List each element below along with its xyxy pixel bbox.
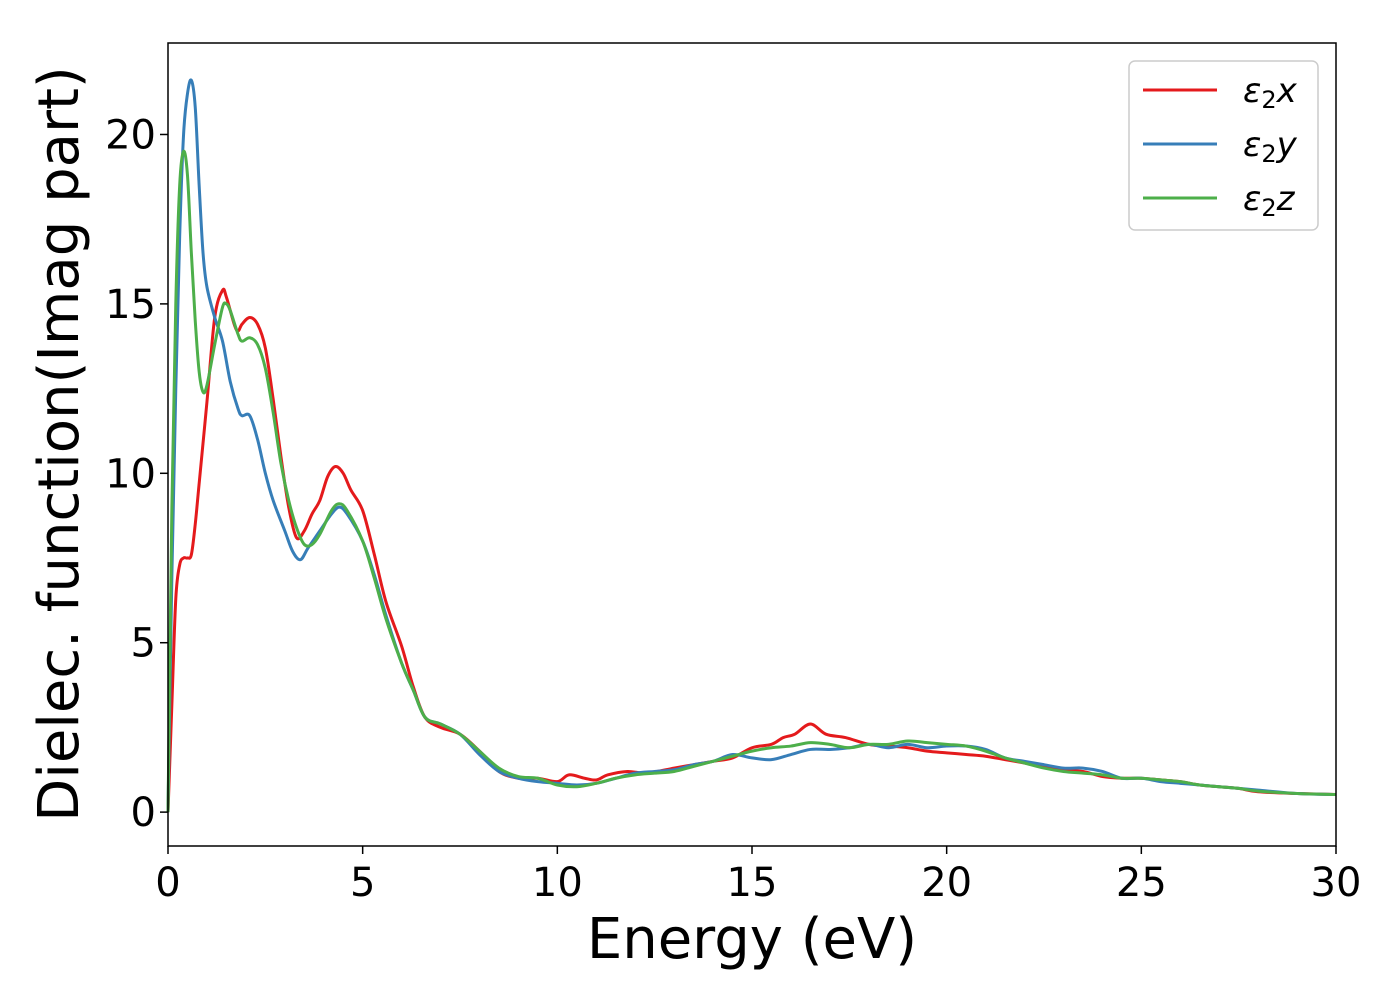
axis-ticks: 0 5 10 15 20 25 30 0 5 10 15 20 (105, 112, 1361, 906)
y-tick-label: 15 (105, 282, 156, 328)
series-line-z (166, 149, 1337, 813)
x-tick-label: 20 (921, 860, 972, 906)
x-tick-label: 15 (727, 860, 778, 906)
x-tick-label: 10 (532, 860, 583, 906)
legend-entry-y: ε2y (1143, 125, 1298, 168)
legend-box (1128, 60, 1319, 231)
y-tick-label: 0 (131, 790, 156, 836)
legend-label: ε2x (1243, 71, 1298, 114)
series-lines (166, 78, 1337, 813)
legend-entry-x: ε2x (1143, 71, 1298, 114)
y-tick-label: 10 (105, 451, 156, 497)
legend-label: ε2y (1243, 125, 1298, 168)
x-axis-label: Energy (eV) (587, 907, 917, 972)
y-tick-label: 5 (131, 621, 156, 667)
legend-label: ε2z (1243, 179, 1296, 222)
x-tick-label: 0 (155, 860, 180, 906)
x-tick-label: 30 (1311, 860, 1362, 906)
y-tick-label: 20 (105, 112, 156, 158)
x-tick-label: 5 (350, 860, 375, 906)
legend: ε2x ε2y ε2z (1128, 60, 1319, 231)
y-axis-label: Dielec. function(Imag part) (27, 66, 92, 822)
series-line-y (166, 78, 1337, 813)
legend-entry-z: ε2z (1143, 179, 1296, 222)
x-tick-label: 25 (1116, 860, 1167, 906)
